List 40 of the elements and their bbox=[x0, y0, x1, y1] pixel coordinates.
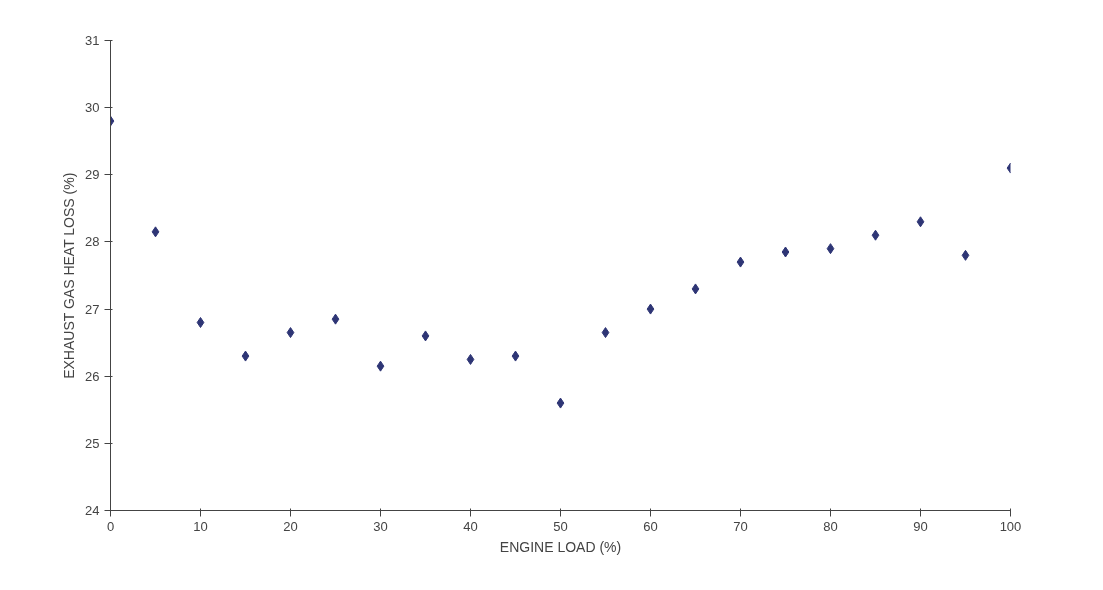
point bbox=[646, 303, 655, 315]
y-tick-label: 27 bbox=[85, 301, 100, 317]
x-tick-label: 70 bbox=[733, 518, 748, 534]
point bbox=[961, 249, 970, 261]
point bbox=[151, 226, 160, 238]
point bbox=[556, 397, 565, 409]
point bbox=[781, 246, 790, 258]
point bbox=[421, 330, 430, 342]
point bbox=[601, 327, 610, 339]
x-tick-label: 20 bbox=[283, 518, 298, 534]
point bbox=[871, 229, 880, 241]
point bbox=[241, 350, 250, 362]
y-tick-label: 29 bbox=[85, 167, 100, 183]
point bbox=[331, 313, 340, 325]
point bbox=[691, 283, 700, 295]
y-tick-label: 30 bbox=[85, 100, 100, 116]
point bbox=[466, 353, 475, 365]
point bbox=[826, 243, 835, 255]
y-tick-label: 31 bbox=[85, 33, 100, 48]
point bbox=[196, 317, 205, 328]
x-tick-label: 50 bbox=[553, 518, 568, 534]
x-tick-label: 80 bbox=[823, 518, 838, 534]
x-tick-label: 100 bbox=[999, 518, 1022, 534]
x-tick-label: 30 bbox=[373, 518, 388, 534]
x-tick-label: 60 bbox=[643, 518, 658, 534]
y-tick-label: 25 bbox=[85, 435, 100, 451]
x-tick-label: 40 bbox=[463, 518, 478, 534]
point bbox=[376, 360, 385, 372]
point bbox=[511, 350, 520, 362]
y-tick-label: 24 bbox=[85, 503, 100, 518]
x-tick-label: 90 bbox=[913, 518, 928, 534]
x-tick-label: 10 bbox=[193, 518, 208, 534]
point bbox=[286, 327, 295, 339]
point bbox=[916, 216, 925, 228]
point bbox=[736, 256, 745, 268]
y-tick-label: 26 bbox=[85, 368, 100, 384]
y-axis-title: EXHAUST GAS HEAT LOSS (%) bbox=[61, 172, 78, 379]
x-tick-label: 0 bbox=[106, 518, 115, 534]
x-axis-title: ENGINE LOAD (%) bbox=[499, 538, 622, 555]
y-tick-label: 28 bbox=[85, 234, 100, 250]
